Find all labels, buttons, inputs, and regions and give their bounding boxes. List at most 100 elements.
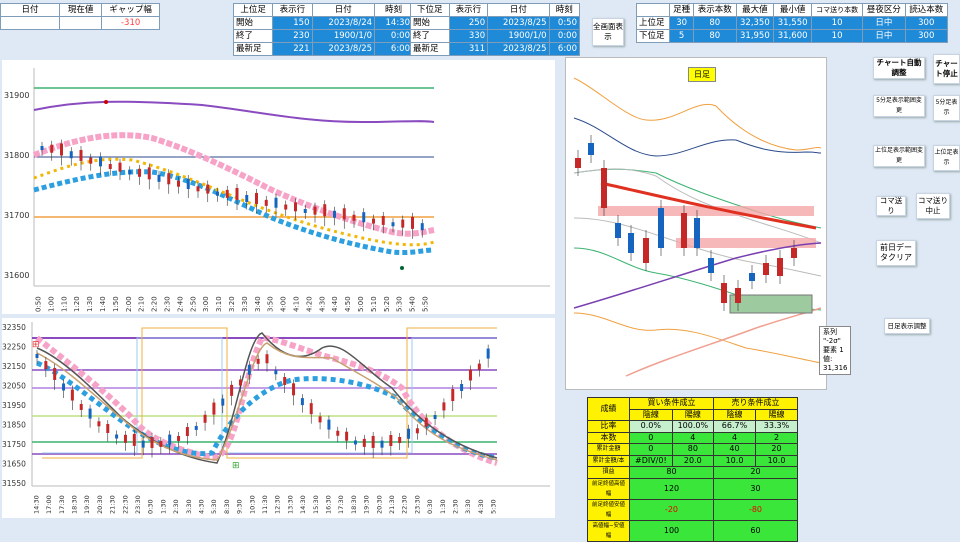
x-tick-label: 20:30 — [96, 495, 104, 514]
x-tick-label: 1:20 — [73, 296, 81, 312]
daily-chart: 日足 33,40033,90033,40032,90032,40031,9003… — [565, 57, 854, 390]
svg-text:⊞: ⊞ — [32, 340, 40, 350]
m5-show-button[interactable]: 5分足表示 — [933, 95, 960, 121]
x-tick-label: 2:40 — [176, 296, 184, 312]
x-tick-label: 3:40 — [254, 296, 262, 312]
low-marker — [400, 266, 404, 270]
x-tick-label: 12:30 — [274, 495, 282, 514]
x-tick-label: 4:30 — [477, 499, 485, 514]
upper-timeframe-chart: 32350 32250 32150 32050 31950 31850 31750 31650… — [2, 318, 555, 518]
upper-range-button[interactable]: 上位足表示範囲変更 — [873, 145, 925, 167]
x-tick-label: 4:20 — [305, 296, 313, 312]
y-tick-label: 32350 — [2, 323, 26, 332]
y-tick-label: 32050 — [2, 382, 26, 391]
x-tick-label: 5:30 — [490, 499, 498, 514]
x-tick-label: 4:30 — [318, 296, 326, 312]
x-tick-label: 23:30 — [413, 495, 421, 514]
y-tick-label: 31750 — [2, 440, 26, 449]
clear-prev-data-button[interactable]: 前日データクリア — [876, 240, 916, 266]
x-tick-label: 21:30 — [109, 495, 117, 514]
chart-stop-button[interactable]: チャート停止 — [933, 54, 960, 84]
fullscreen-button[interactable]: 全画面表示 — [592, 18, 624, 46]
x-tick-label: 2:30 — [172, 499, 180, 514]
x-tick-label: 9:30 — [236, 499, 244, 514]
x-tick-label: 5:40 — [409, 296, 417, 312]
y-tick-label: 31550 — [2, 479, 26, 488]
y-tick-label: 31650 — [2, 460, 26, 469]
x-tick-label: 5:10 — [370, 296, 378, 312]
x-tick-label: 2:00 — [125, 296, 133, 312]
chart-tooltip: 系列 "-2σ" 要素 1 値: 31,316 — [819, 326, 852, 375]
x-tick-label: 18:30 — [350, 495, 358, 514]
x-tick-label: 15:30 — [312, 495, 320, 514]
candles-group — [40, 139, 424, 239]
x-tick-label: 2:30 — [163, 296, 171, 312]
x-tick-label: 3:50 — [267, 296, 275, 312]
chart-settings-table: 足種 表示本数 最大値 最小値 コマ送り本数 昼夜区分 読込本数 上位足 30 80 32,350… — [635, 3, 949, 43]
x-tick-label: 1:50 — [112, 296, 120, 312]
x-tick-label: 5:30 — [210, 499, 218, 514]
daily-title: 日足 — [688, 67, 716, 82]
y-tick-label: 32150 — [2, 362, 26, 371]
x-tick-label: 19:30 — [363, 495, 371, 514]
x-tick-label: 22:30 — [121, 495, 129, 514]
x-tick-label: 2:30 — [452, 499, 460, 514]
high-marker — [104, 100, 108, 104]
x-tick-label: 3:00 — [202, 296, 210, 312]
daily-chart-svg: 33,40033,90033,40032,90032,40031,90031,4… — [573, 65, 854, 377]
blue-ma-dots — [33, 169, 435, 256]
x-tick-label: 2:10 — [138, 296, 146, 312]
x-tick-label: 5:20 — [383, 296, 391, 312]
y-tick-label: 32250 — [2, 343, 26, 352]
x-tick-label: 5:30 — [396, 296, 404, 312]
daily-adjust-button[interactable]: 日足表示調整 — [884, 318, 930, 334]
x-tick-label: 1:30 — [439, 499, 447, 514]
upper-timeframe-table: 上位足 表示行 日付 時刻 開始 150 2023/8/24 14:30 終了 230 1900… — [232, 3, 413, 56]
lower-timeframe-table: 下位足 表示行 日付 時刻 開始 250 2023/8/25 0:50 終了 330 1900/… — [410, 3, 581, 56]
x-tick-label: 1:30 — [159, 499, 167, 514]
x-tick-label: 3:10 — [215, 296, 223, 312]
results-table: 成績 買い条件成立 売り条件成立 陰線 陽線 陰線 陽線 比率 0.0% 100.0% 66.7… — [587, 397, 798, 542]
x-tick-label: 3:20 — [228, 296, 236, 312]
x-tick-label: 1:00 — [47, 296, 55, 312]
y-tick-label: 31850 — [2, 421, 26, 430]
yellow-ma-dots — [33, 157, 435, 247]
pink-ma-dots — [32, 132, 435, 237]
step-stop-button[interactable]: コマ送り中止 — [916, 193, 950, 219]
x-tick-label: 17:00 — [45, 495, 53, 514]
step-forward-button[interactable]: コマ送り — [876, 196, 906, 216]
upper-band-line — [33, 100, 435, 124]
x-tick-label: 4:40 — [331, 296, 339, 312]
x-tick-label: 17:30 — [58, 495, 66, 514]
svg-text:⊞: ⊞ — [232, 461, 240, 471]
y-tick-label: 31800 — [4, 151, 29, 160]
chart-auto-adjust-button[interactable]: チャート自動調整 — [873, 57, 925, 79]
x-tick-label: 23:30 — [134, 495, 142, 514]
x-tick-label: 3:30 — [241, 296, 249, 312]
x-tick-label: 16:30 — [325, 495, 333, 514]
x-tick-label: 2:50 — [189, 296, 197, 312]
x-tick-label: 11:30 — [261, 495, 269, 514]
x-tick-label: 0:30 — [147, 499, 155, 514]
x-tick-label: 14:30 — [299, 495, 307, 514]
y-tick-label: 31700 — [4, 211, 29, 220]
x-tick-label: 3:30 — [185, 499, 193, 514]
lower-timeframe-chart-svg: 31900 31800 31700 31600 0:50 1:00 1:10 1:20 1:30… — [4, 68, 550, 312]
x-tick-label: 13:30 — [286, 495, 294, 514]
y-tick-label: 31900 — [4, 91, 29, 100]
x-tick-label: 5:50 — [422, 296, 430, 312]
x-tick-label: 10:30 — [248, 495, 256, 514]
x-tick-label: 18:30 — [70, 495, 78, 514]
x-tick-label: 17:30 — [337, 495, 345, 514]
x-tick-label: 21:30 — [388, 495, 396, 514]
x-tick-label: 1:30 — [86, 296, 94, 312]
lower-timeframe-chart: 31900 31800 31700 31600 0:50 1:00 1:10 1:20 1:30… — [2, 60, 555, 314]
x-tick-label: 14:30 — [32, 495, 40, 514]
m5-range-button[interactable]: 5分足表示範囲変更 — [873, 95, 925, 117]
y-tick-label: 31600 — [4, 271, 29, 280]
x-tick-label: 22:30 — [401, 495, 409, 514]
upper-show-button[interactable]: 上位足表示 — [933, 145, 960, 171]
x-tick-label: 3:30 — [464, 499, 472, 514]
x-tick-label: 4:00 — [280, 296, 288, 312]
x-tick-label: 0:30 — [426, 499, 434, 514]
